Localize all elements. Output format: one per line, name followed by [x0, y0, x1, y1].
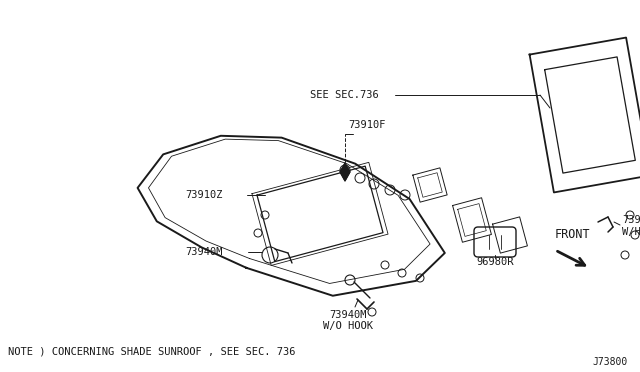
Text: FRONT: FRONT: [555, 228, 591, 241]
Text: J73800: J73800: [592, 357, 627, 367]
Text: 73910Z: 73910Z: [185, 190, 223, 200]
Text: W/HOOK: W/HOOK: [622, 227, 640, 237]
Text: SEE SEC.736: SEE SEC.736: [310, 90, 379, 100]
Text: 96980R: 96980R: [476, 257, 514, 267]
Text: W/O HOOK: W/O HOOK: [323, 321, 373, 331]
Text: 73940M: 73940M: [185, 247, 223, 257]
Text: NOTE ) CONCERNING SHADE SUNROOF , SEE SEC. 736: NOTE ) CONCERNING SHADE SUNROOF , SEE SE…: [8, 347, 296, 357]
Polygon shape: [340, 163, 350, 181]
Text: 73910F: 73910F: [348, 120, 385, 130]
Text: 73941N: 73941N: [622, 215, 640, 225]
FancyBboxPatch shape: [474, 227, 516, 257]
Text: 73940M: 73940M: [329, 310, 367, 320]
